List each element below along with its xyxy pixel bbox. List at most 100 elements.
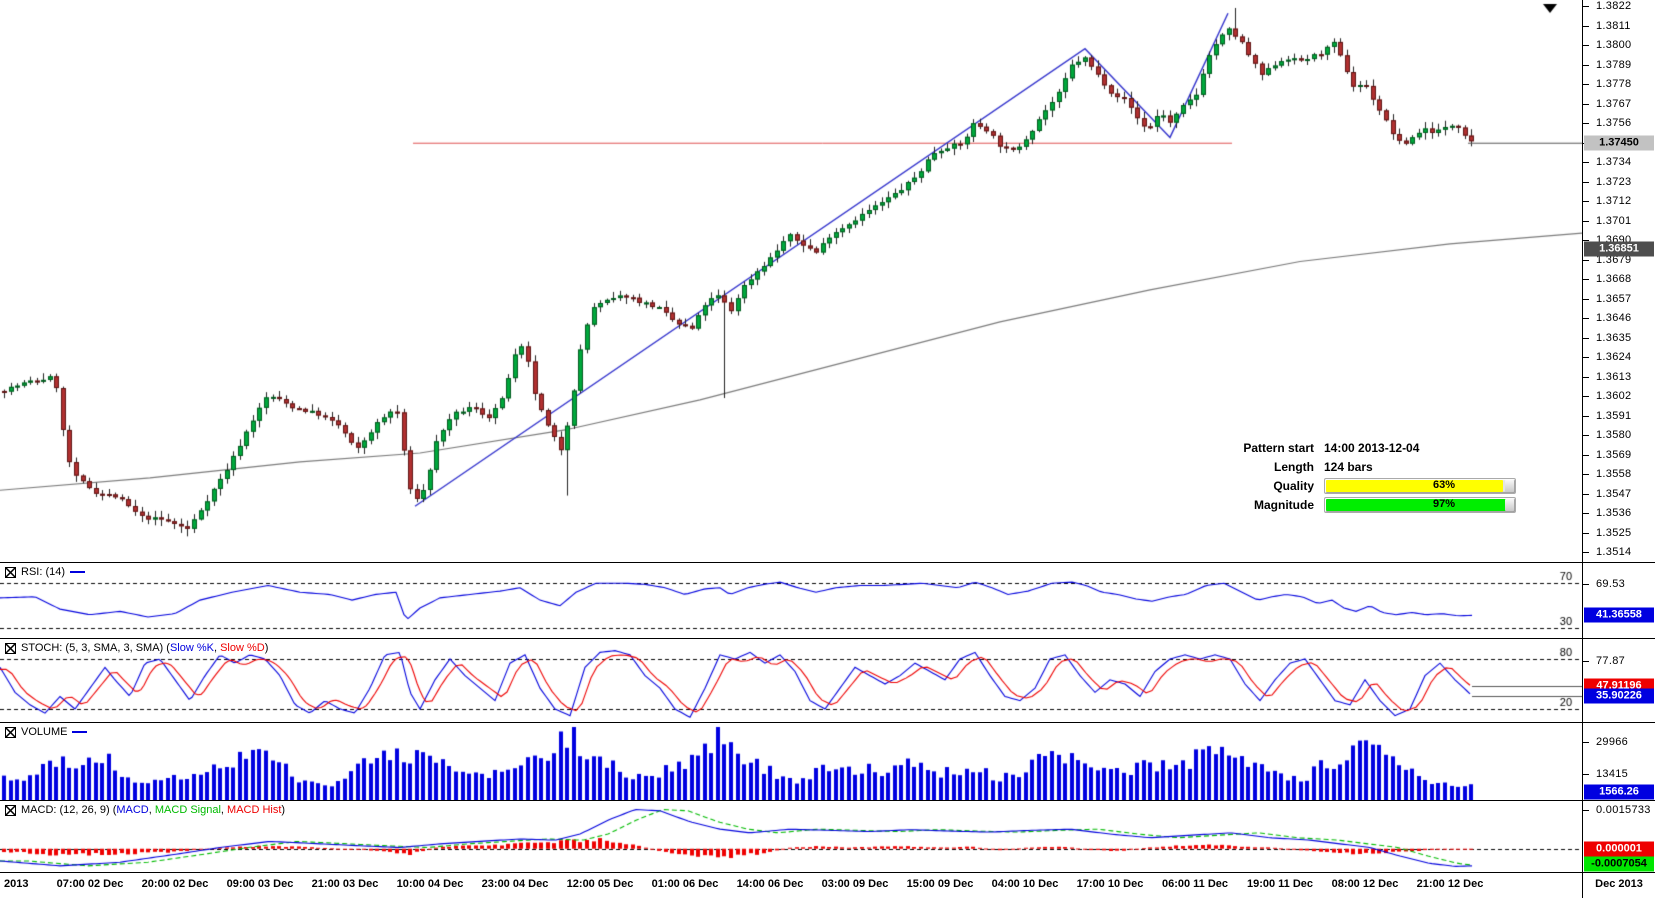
indicator-label-part: MACD Hist xyxy=(227,804,282,816)
close-indicator-icon[interactable] xyxy=(5,566,16,578)
value-tag: 0.000001 xyxy=(1584,841,1654,857)
scale-tick-mark xyxy=(1583,396,1589,397)
scale-tick-mark xyxy=(1583,416,1589,417)
time-axis-label: 08:00 12 Dec xyxy=(1331,878,1399,890)
indicator-label-part: Slow %D xyxy=(220,642,265,654)
volume-canvas[interactable] xyxy=(0,723,1582,800)
price-scale[interactable]: 1.3822 1.3811 1.3800 1.3789 1.3778 1.3767 1.37… xyxy=(1582,0,1655,562)
time-axis-label: 17:00 10 Dec xyxy=(1076,878,1144,890)
scale-tick-mark xyxy=(1583,26,1589,27)
time-axis-label: 12:00 05 Dec xyxy=(566,878,634,890)
time-axis-label: 06:00 11 Dec xyxy=(1161,878,1229,890)
indicator-label-part: Slow %K xyxy=(169,642,214,654)
scale-tick-mark xyxy=(1583,584,1589,585)
scale-tick-mark xyxy=(1583,357,1589,358)
stochastic-canvas[interactable] xyxy=(0,639,1582,722)
time-axis[interactable]: 2013 07:00 02 Dec 20:00 02 Dec 09:00 03 De… xyxy=(0,872,1655,898)
pattern-progress-fill xyxy=(1326,498,1509,511)
macd-canvas[interactable] xyxy=(0,801,1582,872)
scale-tick-mark xyxy=(1583,6,1589,7)
scale-tick-mark xyxy=(1583,45,1589,46)
scale-tick-mark xyxy=(1583,240,1589,241)
indicator-label-part: ) xyxy=(264,642,269,654)
scale-tick-mark xyxy=(1583,260,1589,261)
time-axis-label: 21:00 03 Dec xyxy=(311,878,379,890)
axis-tick-label: 0.0015733 xyxy=(1596,804,1651,816)
scale-tick-mark xyxy=(1583,435,1589,436)
time-axis-label: 01:00 06 Dec xyxy=(651,878,719,890)
axis-tick-label: 13415 xyxy=(1596,768,1629,780)
value-tag: 41.36558 xyxy=(1584,607,1654,623)
pattern-info-label: Pattern start xyxy=(1243,440,1314,455)
time-axis-label: 15:00 09 Dec xyxy=(906,878,974,890)
close-indicator-icon[interactable] xyxy=(5,726,16,738)
scale-tick-mark xyxy=(1583,123,1589,124)
axis-tick-label: 1.3558 xyxy=(1596,468,1632,480)
axis-tick-label: 1.3525 xyxy=(1596,527,1632,539)
indicator-label-part: RSI: (14) xyxy=(21,566,66,578)
axis-tick-label: 1.3800 xyxy=(1596,39,1632,51)
value-tag: 1.37450 xyxy=(1584,135,1654,151)
scale-tick-mark xyxy=(1583,513,1589,514)
pattern-info-label: Magnitude xyxy=(1254,497,1314,512)
scale-tick-mark xyxy=(1583,474,1589,475)
time-axis-label: 07:00 02 Dec xyxy=(56,878,124,890)
stochastic-panel: STOCH: (5, 3, SMA, 3, SMA) (Slow %K, Slo… xyxy=(0,638,1655,722)
axis-tick-label: 1.3591 xyxy=(1596,410,1632,422)
scale-tick-mark xyxy=(1583,279,1589,280)
indicator-label-part: MACD xyxy=(116,804,149,816)
rsi-canvas[interactable] xyxy=(0,563,1582,638)
axis-tick-label: 1.3646 xyxy=(1596,312,1632,324)
scale-tick-mark xyxy=(1583,182,1589,183)
scale-tick-mark xyxy=(1583,533,1589,534)
macd-panel: MACD: (12, 26, 9) (MACD, MACD Signal, MA… xyxy=(0,800,1655,872)
indicator-label-part: MACD: (12, 26, 9) ( xyxy=(21,804,117,816)
indicator-label: MACD: (12, 26, 9) (MACD, MACD Signal, MA… xyxy=(21,804,285,816)
pattern-info-row: Pattern start 14:00 2013-12-04 xyxy=(1222,438,1516,457)
axis-tick-label: 1.3624 xyxy=(1596,351,1632,363)
stochastic-scale[interactable]: 77.87 47.91196 35.90226 xyxy=(1582,639,1655,722)
value-tag: -0.0007054 xyxy=(1584,856,1654,872)
axis-tick-label: 1.3701 xyxy=(1596,215,1632,227)
close-indicator-icon[interactable] xyxy=(5,804,16,816)
scale-tick-mark xyxy=(1583,338,1589,339)
axis-tick-label: 1.3811 xyxy=(1596,20,1631,32)
scale-tick-mark xyxy=(1583,162,1589,163)
pattern-info-row: Magnitude 97% xyxy=(1222,495,1516,514)
pattern-progress-value: 63% xyxy=(1432,478,1455,491)
main-price-panel: Pattern start 14:00 2013-12-04 Length 124 b… xyxy=(0,0,1655,562)
indicator-label: VOLUME xyxy=(21,726,67,738)
pattern-info-label: Quality xyxy=(1273,478,1314,493)
scale-tick-mark xyxy=(1583,661,1589,662)
scale-tick-mark xyxy=(1583,377,1589,378)
axis-tick-label: 1.3547 xyxy=(1596,488,1632,500)
scale-tick-mark xyxy=(1583,552,1589,553)
axis-tick-label: 1.3536 xyxy=(1596,507,1632,519)
time-axis-label: 14:00 06 Dec xyxy=(736,878,804,890)
time-axis-label: 09:00 03 Dec xyxy=(226,878,294,890)
value-tag: 1566.26 xyxy=(1584,784,1654,800)
axis-tick-label: 1.3756 xyxy=(1596,117,1632,129)
line-color-swatch xyxy=(70,571,86,573)
axis-tick-label: 1.3569 xyxy=(1596,449,1632,461)
rsi-legend: RSI: (14) xyxy=(5,566,86,578)
pattern-info-box: Pattern start 14:00 2013-12-04 Length 124 b… xyxy=(1222,438,1516,514)
axis-tick-label: 1.3734 xyxy=(1596,156,1632,168)
close-indicator-icon[interactable] xyxy=(5,642,16,654)
axis-tick-label: 1.3668 xyxy=(1596,273,1632,285)
time-axis-edge-label: Dec 2013 xyxy=(1595,878,1643,890)
pattern-info-label: Length xyxy=(1274,459,1314,474)
axis-tick-label: 1.3635 xyxy=(1596,332,1632,344)
indicator-label: STOCH: (5, 3, SMA, 3, SMA) (Slow %K, Slo… xyxy=(21,642,268,654)
rsi-scale[interactable]: 69.53 41.36558 xyxy=(1582,563,1655,638)
scale-tick-mark xyxy=(1583,494,1589,495)
main-chart-canvas[interactable] xyxy=(0,0,1582,562)
axis-tick-label: 77.87 xyxy=(1596,655,1626,667)
scale-tick-mark xyxy=(1583,65,1589,66)
macd-legend: MACD: (12, 26, 9) (MACD, MACD Signal, MA… xyxy=(5,804,285,816)
volume-scale[interactable]: 29966 13415 1566.26 xyxy=(1582,723,1655,800)
pattern-info-row: Length 124 bars xyxy=(1222,457,1516,476)
pattern-progress-bar: 63% xyxy=(1324,477,1516,494)
macd-scale[interactable]: 0.0015733 0.000001 -0.0007054 xyxy=(1582,801,1655,872)
axis-tick-label: 1.3602 xyxy=(1596,390,1632,402)
